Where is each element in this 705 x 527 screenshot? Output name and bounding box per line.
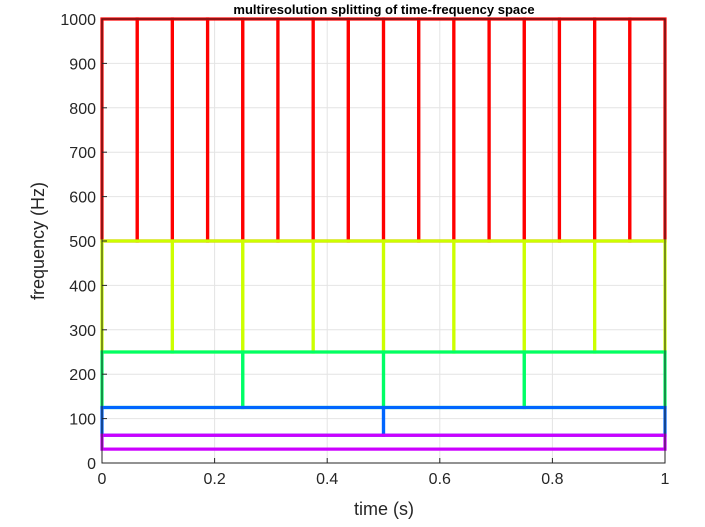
y-tick-label: 100 — [69, 412, 96, 429]
y-tick-label: 400 — [69, 278, 96, 295]
y-tick-label: 200 — [69, 367, 96, 384]
tiling-box — [100, 350, 245, 410]
tiling-box — [381, 405, 667, 437]
tiling-box — [311, 239, 386, 354]
y-tick-label: 1000 — [60, 12, 96, 29]
x-tick-label: 0 — [98, 471, 107, 488]
tiling-box — [100, 433, 667, 451]
tiling-box — [487, 17, 526, 243]
chart-title: multiresolution splitting of time-freque… — [233, 2, 534, 17]
tiling-box — [311, 17, 350, 243]
tiling-box — [593, 239, 667, 354]
tiling-box — [381, 350, 526, 410]
tiling-box — [522, 239, 597, 354]
tiling-rectangles — [100, 17, 667, 451]
y-tick-label: 800 — [69, 101, 96, 118]
y-tick-label: 900 — [69, 56, 96, 73]
tiling-box — [522, 350, 667, 410]
x-tick-label: 0.6 — [429, 471, 451, 488]
tiling-box — [241, 350, 386, 410]
tiling-box — [346, 17, 386, 243]
y-axis-ticks: 0 100 200 300 400 500 600 700 800 900 1000 — [60, 12, 107, 473]
tiling-box — [628, 17, 667, 243]
tiling-box — [452, 17, 491, 243]
y-tick-label: 700 — [69, 145, 96, 162]
tiling-box — [205, 17, 245, 243]
tiling-box — [452, 239, 526, 354]
tiling-box — [241, 17, 280, 243]
x-tick-label: 0.8 — [541, 471, 563, 488]
y-tick-label: 500 — [69, 234, 96, 251]
tiling-box — [381, 17, 421, 243]
tiling-box — [170, 17, 210, 243]
tiling-box — [522, 17, 562, 243]
tiling-box — [276, 17, 315, 243]
x-tick-label: 1 — [661, 471, 670, 488]
tiling-box — [170, 239, 245, 354]
y-tick-label: 300 — [69, 323, 96, 340]
tiling-box — [135, 17, 174, 243]
x-axis-ticks: 0 0.2 0.4 0.6 0.8 1 — [98, 458, 670, 488]
tiling-box — [381, 239, 456, 354]
tiling-box — [557, 17, 597, 243]
tiling-box — [417, 17, 456, 243]
tiling-box — [100, 239, 174, 354]
y-axis-label: frequency (Hz) — [28, 182, 48, 300]
tiling-box — [100, 405, 386, 437]
tiling-box — [593, 17, 632, 243]
x-tick-label: 0.4 — [316, 471, 338, 488]
x-tick-label: 0.2 — [203, 471, 225, 488]
tiling-box — [100, 17, 139, 243]
y-tick-label: 0 — [87, 456, 96, 473]
x-axis-label: time (s) — [354, 499, 414, 519]
y-tick-label: 600 — [69, 190, 96, 207]
tiling-box — [241, 239, 315, 354]
